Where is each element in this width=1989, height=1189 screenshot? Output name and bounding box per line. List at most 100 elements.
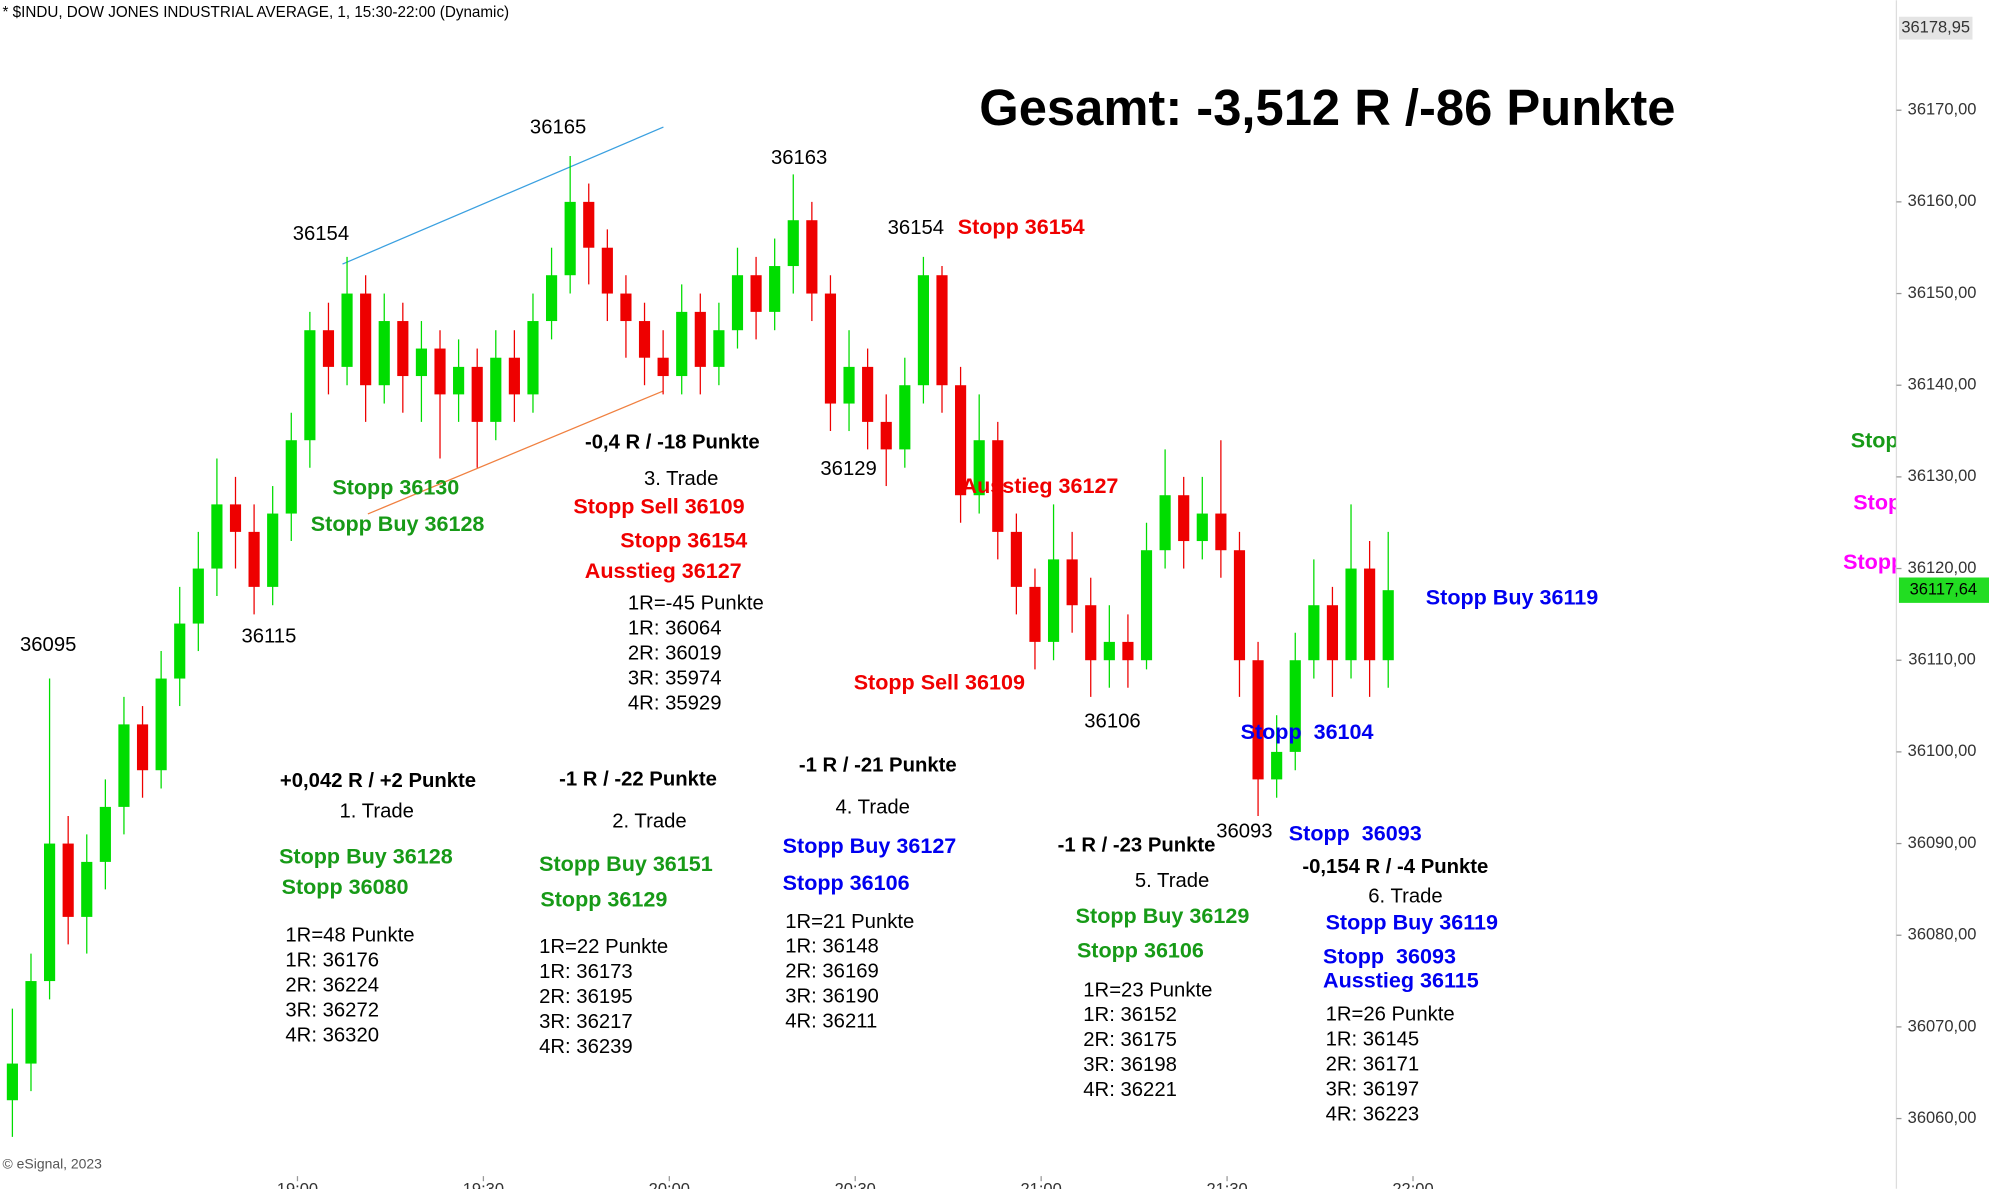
candle-body <box>118 724 130 807</box>
trade-level: 1R: 36176 <box>285 950 379 972</box>
y-tick-label: 36130,00 <box>1908 467 1977 485</box>
order-label: Stopp 36154 <box>958 214 1085 239</box>
trade-level: 1R: 36173 <box>539 961 633 983</box>
header: * $INDU, DOW JONES INDUSTRIAL AVERAGE, 1… <box>3 4 510 21</box>
candle-body <box>304 330 316 441</box>
trade-order: Stopp Buy 36128 <box>279 843 453 868</box>
y-tick-label: 36100,00 <box>1908 742 1977 760</box>
y-tick-label: 36140,00 <box>1908 376 1977 394</box>
trade-name: 6. Trade <box>1368 885 1442 907</box>
trade-level: 1R: 36152 <box>1083 1004 1177 1026</box>
candle-body <box>824 293 837 404</box>
candle-body <box>750 275 762 312</box>
trade-level: 2R: 36019 <box>628 642 722 664</box>
y-tick-label: 36070,00 <box>1908 1017 1977 1035</box>
candle-body <box>1252 660 1264 780</box>
candle-body <box>267 513 279 587</box>
trade-level: 1R: 36145 <box>1326 1028 1420 1050</box>
trade-level: 3R: 36197 <box>1326 1078 1420 1100</box>
trade-level: 3R: 36198 <box>1083 1054 1177 1076</box>
candle-body <box>545 275 558 322</box>
candle-body <box>638 321 651 358</box>
order-label: Stopp 36104 <box>1241 719 1374 744</box>
y-tick-label: 36110,00 <box>1908 651 1976 669</box>
candle-body <box>81 861 93 917</box>
chart-title: Gesamt: -3,512 R /-86 Punkte <box>979 79 1675 136</box>
trades: +0,042 R / +2 Punkte 1. Trade Stopp Buy 36… <box>279 431 1498 1125</box>
annotations: 36165 36163 36154 36154 36095 36115 3612… <box>20 117 1914 846</box>
candle-body <box>917 275 929 386</box>
candle-body <box>992 440 1004 532</box>
trade-level: 4R: 36239 <box>539 1036 633 1058</box>
last-price-box <box>1898 577 1989 603</box>
trade-order: Stopp 36106 <box>783 870 910 895</box>
candle-body <box>1066 559 1078 606</box>
copyright: © eSignal, 2023 <box>3 1155 103 1171</box>
candle-body <box>360 293 372 386</box>
y-tick-label: 36170,00 <box>1908 101 1977 119</box>
trade-order: Stopp Buy 36119 <box>1326 909 1498 934</box>
trade-level: 3R: 36272 <box>285 1000 379 1022</box>
trade-level: 3R: 36190 <box>785 986 879 1008</box>
trade-level: 3R: 36217 <box>539 1011 633 1033</box>
candle-body <box>1122 641 1134 661</box>
axes: 36060,00 36070,00 36080,00 36090,00 36100,00… <box>277 16 1989 1189</box>
trade-level: 1R=22 Punkte <box>539 936 668 958</box>
candle-body <box>415 348 427 377</box>
trade-name: 5. Trade <box>1135 870 1209 892</box>
candle-body <box>155 678 167 771</box>
candle-body <box>378 321 390 386</box>
candle-body <box>1289 660 1301 752</box>
trade-level: 1R=26 Punkte <box>1326 1003 1455 1025</box>
candle-body <box>248 531 260 587</box>
candle-body <box>434 348 446 395</box>
order-label: Stopp <box>1843 549 1904 574</box>
trade-level: 3R: 35974 <box>628 667 722 689</box>
price-label: 36106 <box>1084 710 1140 732</box>
candle-body <box>174 623 186 679</box>
trade-result: -1 R / -22 Punkte <box>559 769 717 791</box>
candle-body <box>731 275 744 331</box>
candle-body <box>1178 495 1190 542</box>
candle-body <box>899 385 911 450</box>
candle-body <box>1047 559 1060 642</box>
order-label: Stopp Sell 36109 <box>854 670 1025 695</box>
price-label: 36165 <box>530 117 586 139</box>
candle-body <box>1140 550 1153 661</box>
candle-body <box>44 843 56 982</box>
candle-body <box>676 311 688 377</box>
candle-body <box>341 293 353 367</box>
trade-order: Stopp Buy 36127 <box>783 833 957 858</box>
trade-result: -1 R / -23 Punkte <box>1058 835 1216 857</box>
trade-level: 1R: 36148 <box>785 936 879 958</box>
x-tick-label: 19:00 <box>277 1180 318 1189</box>
candle-body <box>806 220 818 294</box>
order-label: Ausstieg 36127 <box>962 473 1119 498</box>
trade-level: 2R: 36195 <box>539 986 633 1008</box>
trade-order: Ausstieg 36115 <box>1323 968 1479 993</box>
candle-body <box>192 568 204 624</box>
candle-body <box>99 806 111 862</box>
trade-level: 4R: 36320 <box>285 1025 379 1047</box>
trade-name: 1. Trade <box>340 800 414 822</box>
trade-result: -0,4 R / -18 Punkte <box>585 431 760 453</box>
trade-order: Ausstieg 36127 <box>585 558 742 583</box>
trade-level: 4R: 36211 <box>785 1011 877 1033</box>
trade-level: 1R=21 Punkte <box>785 911 914 933</box>
order-label: Stopp Buy 36128 <box>311 511 485 536</box>
candle-body <box>397 321 409 377</box>
y-tick-label: 36120,00 <box>1908 559 1977 577</box>
x-tick-label: 20:00 <box>649 1180 690 1189</box>
trade-result: -0,154 R / -4 Punkte <box>1302 856 1488 878</box>
x-tick-label: 22:00 <box>1392 1180 1433 1189</box>
candle-body <box>1085 605 1097 661</box>
price-label: 36154 <box>888 217 944 239</box>
price-label: 36129 <box>820 458 876 480</box>
price-label: 36115 <box>241 625 296 647</box>
candle-body <box>1159 495 1171 551</box>
high-label-box <box>1898 16 1973 40</box>
candle-body <box>1326 605 1339 661</box>
candle-body <box>1271 751 1283 780</box>
candle-body <box>1010 531 1022 587</box>
